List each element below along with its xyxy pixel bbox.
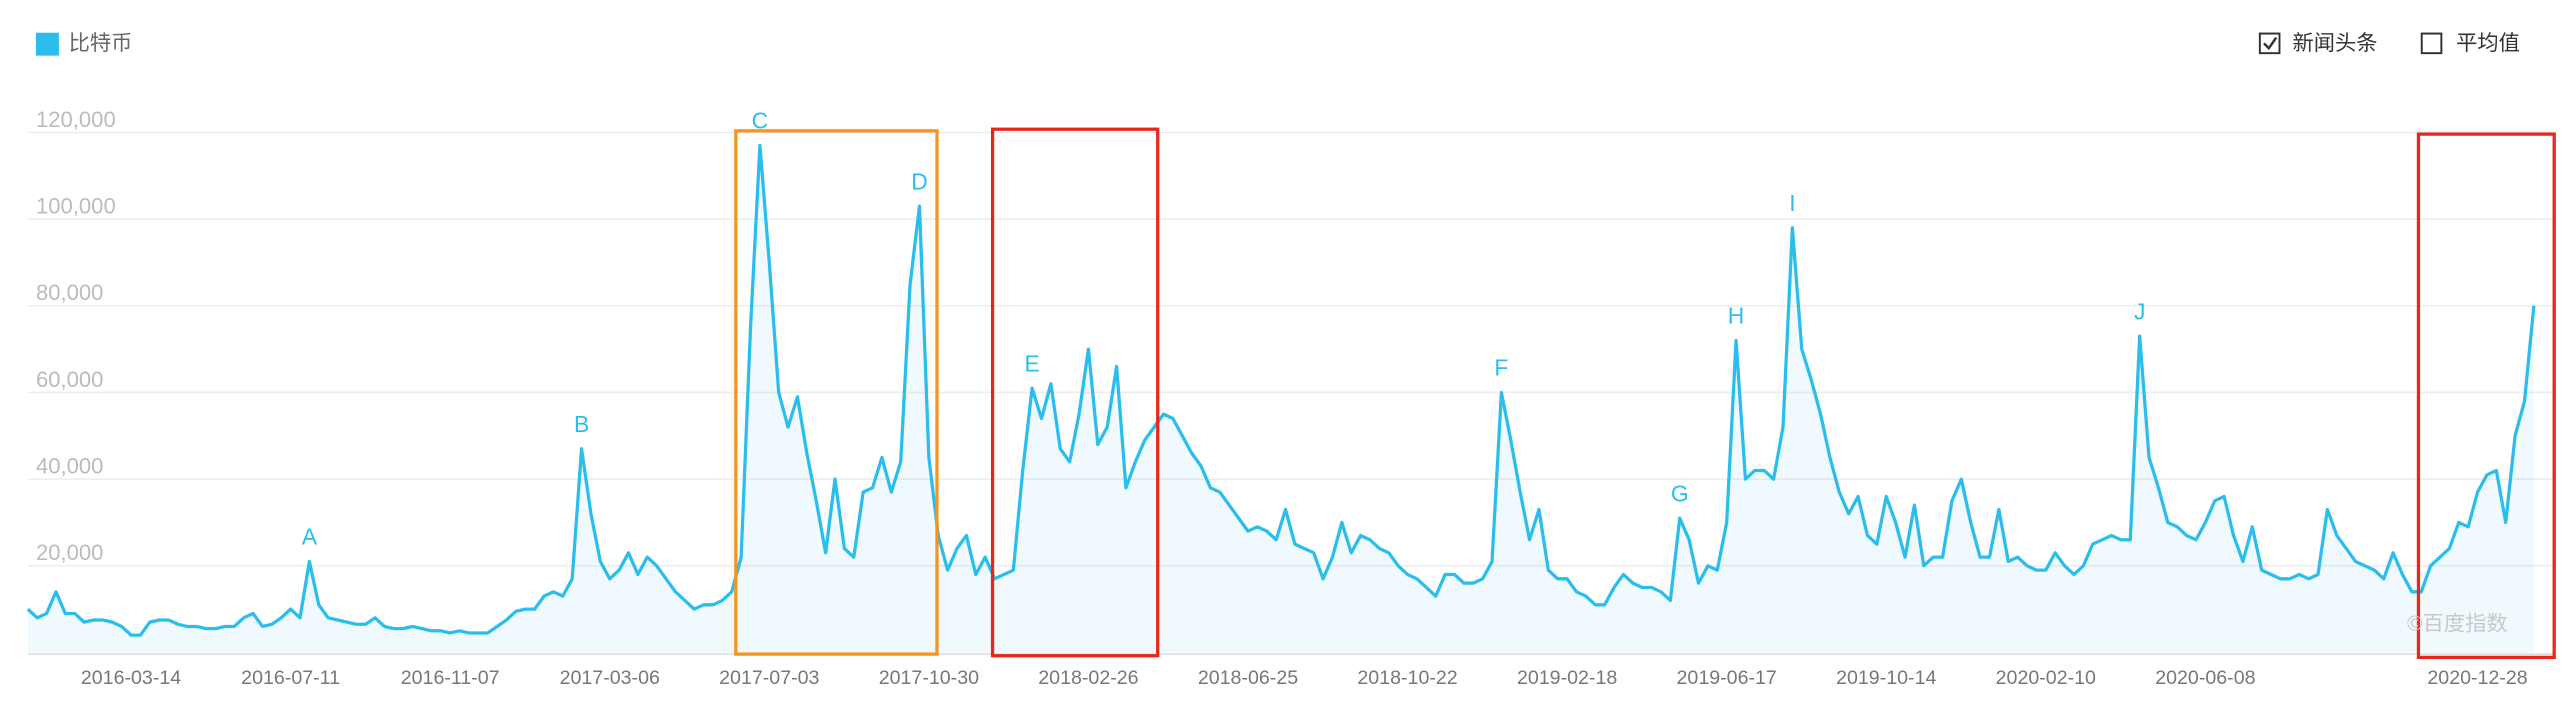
highlight-box bbox=[2416, 132, 2556, 660]
y-tick-label: 100,000 bbox=[36, 194, 116, 219]
point-annotation: C bbox=[752, 108, 769, 134]
check-mark bbox=[2263, 36, 2278, 51]
legend-label: 比特币 bbox=[69, 31, 133, 55]
point-annotation: A bbox=[302, 524, 318, 550]
y-tick-label: 40,000 bbox=[36, 454, 103, 479]
highlight-box bbox=[990, 127, 1160, 658]
x-tick-label: 2017-03-06 bbox=[560, 667, 660, 689]
point-annotation: E bbox=[1024, 350, 1039, 376]
x-tick-label: 2020-12-28 bbox=[2427, 667, 2527, 689]
x-tick-label: 2017-07-03 bbox=[719, 667, 819, 689]
line bbox=[26, 143, 2536, 637]
x-tick-label: 2019-06-17 bbox=[1677, 667, 1777, 689]
point-annotation: F bbox=[1494, 355, 1508, 381]
x-tick-label: 2018-10-22 bbox=[1357, 667, 1457, 689]
area bbox=[27, 145, 2534, 653]
point-annotation: J bbox=[2134, 298, 2145, 324]
legend-swatch bbox=[35, 32, 59, 56]
checkbox[interactable] bbox=[2258, 32, 2281, 55]
x-tick-label: 2016-07-11 bbox=[241, 667, 340, 689]
watermark: ©百度指数 bbox=[2407, 611, 2508, 635]
y-tick-label: 60,000 bbox=[36, 367, 103, 392]
y-tick-label: 20,000 bbox=[36, 540, 103, 565]
x-tick-label: 2019-10-14 bbox=[1836, 667, 1936, 689]
point-annotation: G bbox=[1671, 480, 1689, 506]
x-tick-label: 2018-02-26 bbox=[1038, 667, 1138, 689]
highlight-box bbox=[734, 129, 939, 656]
option-label[interactable]: 新闻头条 bbox=[2293, 31, 2378, 55]
x-tick-label: 2019-02-18 bbox=[1517, 667, 1617, 689]
x-tick-label: 2017-10-30 bbox=[879, 667, 979, 689]
option-news[interactable]: 新闻头条 bbox=[2258, 31, 2378, 55]
option-average[interactable]: 平均值 bbox=[2420, 31, 2520, 55]
point-annotation: D bbox=[911, 168, 928, 194]
point-annotation: I bbox=[1789, 190, 1795, 216]
x-tick-label: 2020-02-10 bbox=[1996, 667, 2096, 689]
x-tick-label: 2020-06-08 bbox=[2155, 667, 2255, 689]
y-tick-label: 120,000 bbox=[36, 107, 116, 132]
y-tick-label: 80,000 bbox=[36, 280, 103, 305]
x-tick-label: 2016-03-14 bbox=[81, 667, 181, 689]
option-label[interactable]: 平均值 bbox=[2456, 31, 2520, 55]
x-tick-label: 2016-11-07 bbox=[401, 667, 500, 689]
checkbox[interactable] bbox=[2420, 32, 2443, 55]
x-tick-label: 2018-06-25 bbox=[1198, 667, 1298, 689]
point-annotation: B bbox=[574, 411, 589, 437]
point-annotation: H bbox=[1728, 303, 1745, 329]
